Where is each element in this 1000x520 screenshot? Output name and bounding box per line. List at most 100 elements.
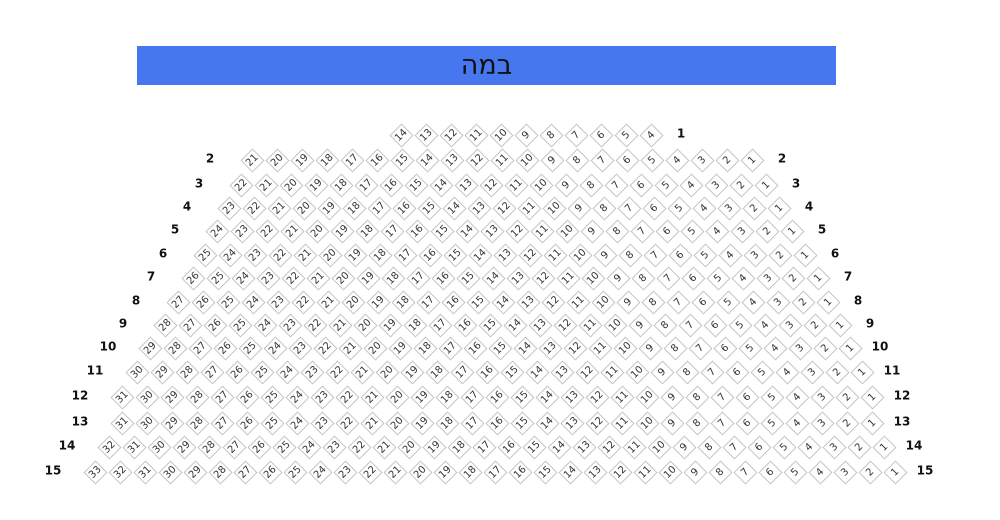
seat[interactable]: 5 [749,359,775,385]
seat[interactable]: 10 [488,122,514,148]
seat[interactable]: 29 [149,359,175,385]
seat[interactable]: 27 [221,434,247,460]
seat[interactable]: 18 [412,335,438,361]
seat[interactable]: 22 [357,459,383,485]
seat[interactable]: 6 [734,384,760,410]
seat[interactable]: 15 [509,410,535,436]
seat[interactable]: 30 [124,359,150,385]
seat[interactable]: 2 [834,384,860,410]
seat[interactable]: 20 [304,218,330,244]
seat[interactable]: 8 [564,147,590,173]
seat[interactable]: 10 [624,359,650,385]
seat[interactable]: 28 [196,434,222,460]
seat[interactable]: 17 [459,410,485,436]
seat[interactable]: 5 [771,434,797,460]
seat[interactable]: 11 [587,335,613,361]
seat[interactable]: 5 [679,218,705,244]
seat[interactable]: 4 [774,359,800,385]
seat[interactable]: 8 [674,359,700,385]
seat[interactable]: 22 [312,335,338,361]
seat[interactable]: 29 [137,335,163,361]
seat[interactable]: 15 [389,147,415,173]
seat[interactable]: 4 [796,434,822,460]
seat[interactable]: 26 [212,335,238,361]
seat[interactable]: 18 [446,434,472,460]
seat[interactable]: 13 [549,359,575,385]
seat[interactable]: 20 [384,384,410,410]
seat[interactable]: 9 [513,122,539,148]
seat[interactable]: 8 [684,410,710,436]
seat[interactable]: 33 [82,459,108,485]
seat[interactable]: 4 [638,122,664,148]
seat[interactable]: 30 [134,410,160,436]
seat[interactable]: 5 [639,147,665,173]
seat[interactable]: 6 [588,122,614,148]
seat[interactable]: 9 [579,218,605,244]
seat[interactable]: 9 [605,265,631,291]
seat[interactable]: 24 [296,434,322,460]
seat[interactable]: 15 [487,335,513,361]
seat[interactable]: 23 [309,410,335,436]
seat[interactable]: 4 [762,335,788,361]
seat[interactable]: 27 [209,410,235,436]
seat[interactable]: 22 [346,434,372,460]
seat[interactable]: 29 [171,434,197,460]
seat[interactable]: 25 [282,459,308,485]
seat[interactable]: 29 [159,384,185,410]
seat[interactable]: 18 [434,384,460,410]
seat[interactable]: 25 [271,434,297,460]
seat[interactable]: 25 [259,384,285,410]
seat[interactable]: 20 [407,459,433,485]
seat[interactable]: 2 [834,410,860,436]
seat[interactable]: 29 [182,459,208,485]
seat[interactable]: 13 [537,335,563,361]
seat[interactable]: 14 [534,384,560,410]
seat[interactable]: 17 [339,147,365,173]
seat[interactable]: 32 [107,459,133,485]
seat[interactable]: 29 [159,410,185,436]
seat[interactable]: 1 [837,335,863,361]
seat[interactable]: 10 [514,147,540,173]
seat[interactable]: 18 [354,218,380,244]
seat[interactable]: 8 [684,384,710,410]
seat[interactable]: 11 [529,218,555,244]
seat[interactable]: 1 [739,147,765,173]
seat[interactable]: 14 [414,147,440,173]
seat[interactable]: 4 [784,410,810,436]
seat[interactable]: 28 [162,335,188,361]
seat[interactable]: 14 [512,335,538,361]
seat[interactable]: 31 [109,410,135,436]
seat[interactable]: 12 [464,147,490,173]
seat[interactable]: 6 [746,434,772,460]
seat[interactable]: 12 [584,384,610,410]
seat[interactable]: 31 [121,434,147,460]
seat[interactable]: 14 [557,459,583,485]
seat[interactable]: 2 [846,434,872,460]
seat[interactable]: 2 [714,147,740,173]
seat[interactable]: 11 [555,265,581,291]
seat[interactable]: 8 [604,218,630,244]
seat[interactable]: 9 [671,434,697,460]
seat[interactable]: 7 [732,459,758,485]
seat[interactable]: 30 [134,384,160,410]
seat[interactable]: 1 [849,359,875,385]
seat[interactable]: 17 [437,335,463,361]
seat[interactable]: 12 [607,459,633,485]
seat[interactable]: 11 [621,434,647,460]
seat[interactable]: 19 [409,410,435,436]
seat[interactable]: 2 [812,335,838,361]
seat[interactable]: 2 [754,218,780,244]
seat[interactable]: 25 [259,410,285,436]
seat[interactable]: 23 [332,459,358,485]
seat[interactable]: 8 [630,265,656,291]
seat[interactable]: 16 [364,147,390,173]
seat[interactable]: 21 [359,410,385,436]
seat[interactable]: 25 [237,335,263,361]
seat[interactable]: 21 [305,265,331,291]
seat[interactable]: 1 [779,218,805,244]
seat[interactable]: 26 [180,265,206,291]
seat[interactable]: 8 [707,459,733,485]
seat[interactable]: 28 [184,410,210,436]
seat[interactable]: 16 [404,218,430,244]
seat[interactable]: 24 [284,410,310,436]
